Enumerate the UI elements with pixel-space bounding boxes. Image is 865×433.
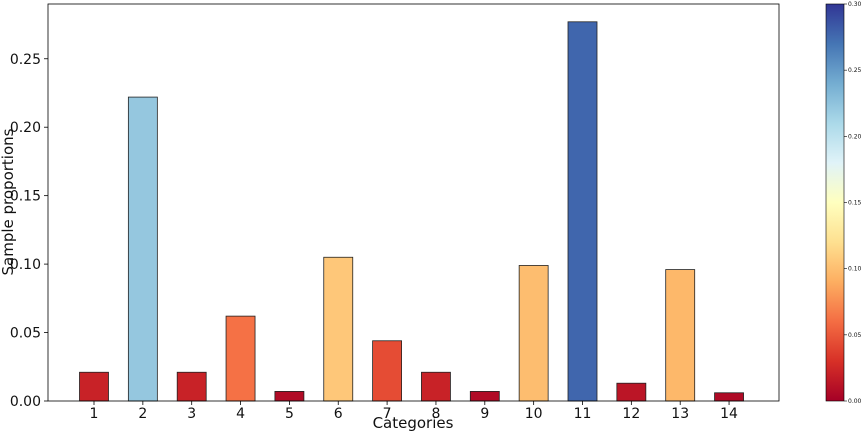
bars-group (79, 21, 744, 402)
bar-11 (567, 21, 598, 402)
bar-3 (176, 371, 207, 402)
plot-frame (47, 3, 780, 402)
bar-4 (225, 315, 256, 402)
y-tick-label: 0.05 (10, 326, 41, 342)
x-tick-label: 1 (90, 406, 99, 422)
y-tick-label: 0.25 (10, 52, 41, 68)
x-tick-label: 3 (187, 406, 196, 422)
colorbar-tick-label: 0.25 (848, 67, 862, 74)
y-axis-ticks: 0.00 0.05 0.10 0.15 0.20 0.25 (10, 52, 48, 410)
y-tick-label: 0.10 (10, 257, 41, 273)
colorbar-tick-label: 0.05 (848, 332, 862, 339)
x-tick-label: 2 (138, 406, 147, 422)
colorbar-tick-label: 0.20 (848, 133, 862, 140)
bar-12 (616, 382, 647, 402)
x-tick-label: 4 (236, 406, 245, 422)
plot-area (48, 4, 779, 401)
colorbar-tick-label: 0.10 (848, 266, 862, 273)
x-axis-title: Categories (373, 414, 454, 432)
x-tick-label: 7 (383, 406, 392, 422)
bar-10 (518, 265, 549, 402)
bar-9 (469, 391, 500, 402)
x-tick-label: 13 (671, 406, 689, 422)
x-tick-label: 14 (720, 406, 738, 422)
bar-8 (421, 371, 451, 402)
x-tick-label: 12 (622, 406, 640, 422)
x-tick-label: 9 (480, 406, 489, 422)
bar-2 (127, 96, 158, 402)
colorbar-gradient (825, 3, 845, 402)
x-tick-label: 8 (431, 406, 440, 422)
y-tick-label: 0.20 (10, 120, 41, 136)
x-tick-label: 6 (334, 406, 343, 422)
colorbar-tick-label: 0.15 (848, 200, 862, 207)
bar-7 (372, 340, 403, 402)
colorbar: 0.00 0.05 0.10 0.15 0.20 0.25 0.30 (825, 1, 862, 405)
x-tick-label: 11 (574, 406, 592, 422)
bar-13 (665, 269, 696, 402)
colorbar-tick-label: 0.00 (848, 398, 862, 405)
bar-5 (274, 391, 305, 402)
x-axis-ticks: 1 2 3 4 5 6 7 8 9 10 11 12 13 14 (90, 401, 738, 422)
colorbar-ticks: 0.00 0.05 0.10 0.15 0.20 0.25 0.30 (844, 1, 862, 405)
y-tick-label: 0.00 (10, 394, 41, 410)
y-tick-label: 0.15 (10, 189, 41, 205)
y-axis-title: Sample proportions (0, 128, 17, 275)
bar-1 (79, 371, 109, 402)
x-tick-label: 10 (525, 406, 543, 422)
bar-14 (714, 392, 744, 402)
bar-6 (323, 256, 354, 402)
colorbar-tick-label: 0.30 (848, 1, 862, 8)
x-tick-label: 5 (285, 406, 294, 422)
